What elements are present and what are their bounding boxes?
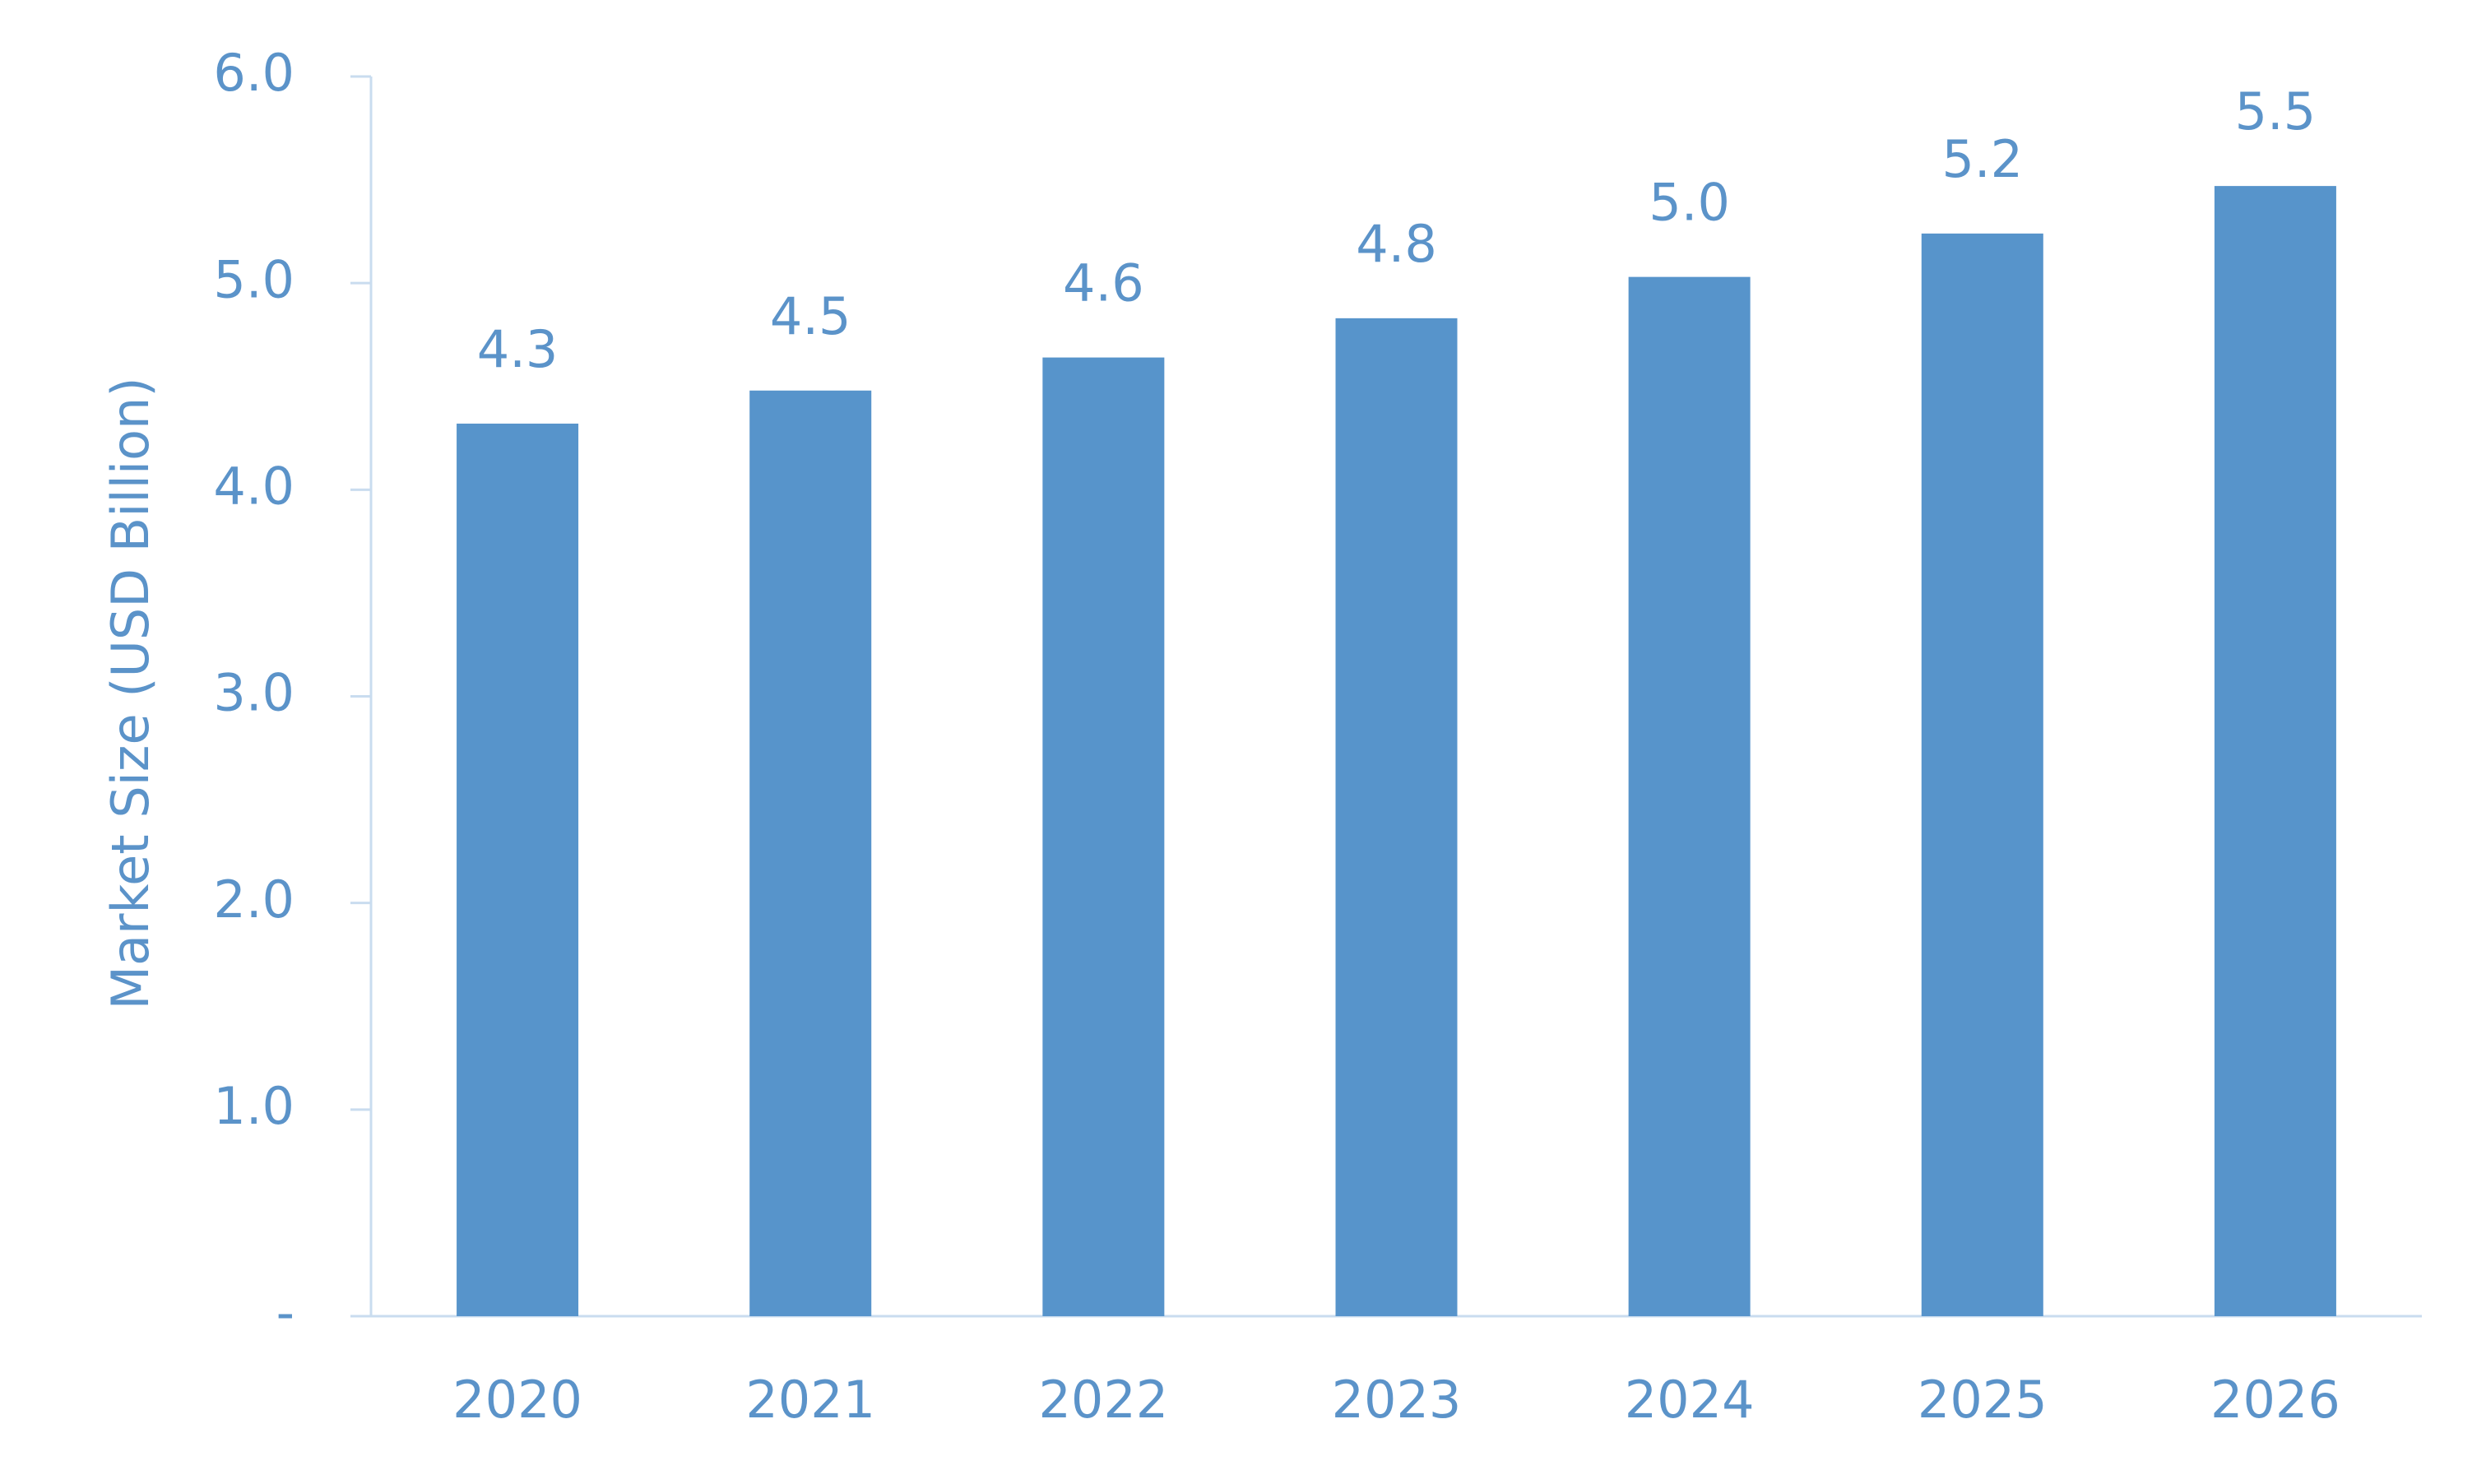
x-tick-label: 2026 <box>2210 1370 2340 1430</box>
bar <box>1628 276 1751 1317</box>
bar <box>749 390 872 1317</box>
x-tick-label: 2021 <box>745 1370 875 1430</box>
data-label: 5.0 <box>1649 173 1730 233</box>
data-label: 5.5 <box>2235 81 2317 141</box>
x-tick-label: 2022 <box>1038 1370 1168 1430</box>
x-tick-label: 2024 <box>1625 1370 1755 1430</box>
bar <box>1042 357 1165 1316</box>
y-tick-label: 4.0 <box>213 456 295 516</box>
data-label: 4.5 <box>770 286 851 346</box>
y-tick-label: 1.0 <box>213 1076 295 1136</box>
y-tick-label: 3.0 <box>213 663 295 723</box>
bar <box>457 423 579 1317</box>
x-tick-label: 2025 <box>1918 1370 2048 1430</box>
y-axis-title: Market Size (USD Billion) <box>100 377 160 1009</box>
data-label: 4.6 <box>1063 253 1144 313</box>
bar <box>1921 233 2043 1316</box>
y-tick-label: 2.0 <box>213 870 295 930</box>
data-label: 4.3 <box>477 319 559 379</box>
bar <box>1335 318 1458 1316</box>
y-tick-label: 6.0 <box>213 43 295 103</box>
bar <box>2214 186 2336 1317</box>
data-label: 4.8 <box>1356 214 1437 274</box>
data-label: 5.2 <box>1941 129 2023 189</box>
y-tick-label: - <box>276 1282 295 1343</box>
x-tick-label: 2023 <box>1332 1370 1462 1430</box>
x-tick-label: 2020 <box>452 1370 582 1430</box>
y-tick-label: 5.0 <box>213 249 295 309</box>
